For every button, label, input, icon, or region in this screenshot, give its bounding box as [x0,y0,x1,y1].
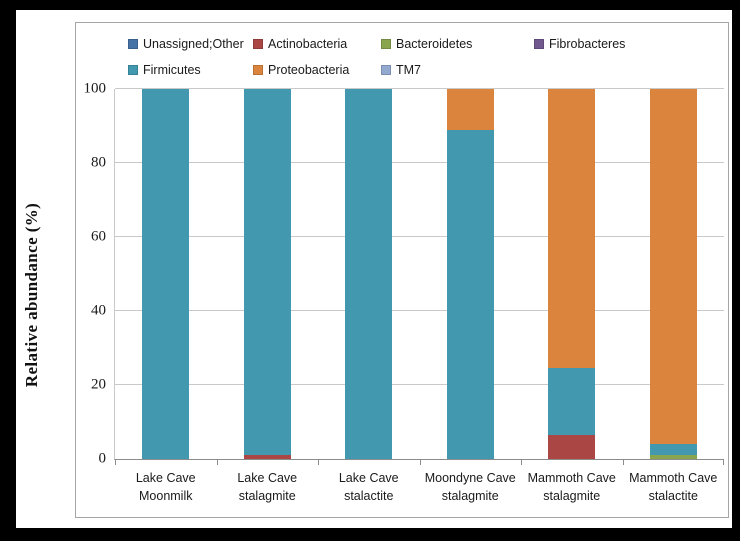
figure: Relative abundance (%) Unassigned;Other A… [16,10,732,528]
x-axis-tick [623,460,624,465]
gridline [115,310,724,311]
x-axis-tick [217,460,218,465]
bar-segment-firmicutes [446,129,494,459]
x-axis-tick [115,460,116,465]
legend-label: Bacteroidetes [396,37,473,51]
plot-area: 0 20 40 60 80 100 Lake Cave Moonmilk Lake Cave … [84,81,724,503]
legend-item: Unassigned;Other [128,37,244,51]
gridline [115,236,724,237]
x-axis-tick [318,460,319,465]
y-axis-tick-label: 60 [91,228,106,245]
bar-segment-firmicutes [649,444,697,456]
legend-item: Actinobacteria [253,37,347,51]
legend-label: Unassigned;Other [143,37,244,51]
gridline [115,384,724,385]
category-label: Mammoth Cave stalactite [629,471,718,504]
category-label: Moondyne Cave stalagmite [424,471,516,504]
bar-segment-actinobacteria [548,434,596,459]
legend-swatch-icon [128,65,138,75]
bar-segment-bacteroidetes [649,455,697,459]
legend-item: Fibrobacteres [534,37,625,51]
y-axis-tick-label: 40 [91,302,106,319]
category-label: Mammoth Cave stalagmite [527,471,616,504]
legend-swatch-icon [253,39,263,49]
bar-segment-actinobacteria [243,455,291,459]
bar-segment-firmicutes [548,368,596,435]
y-axis-tick-label: 0 [98,450,107,467]
legend-swatch-icon [253,65,263,75]
y-axis-tick-label: 20 [91,376,106,393]
y-axis-title-wrap: Relative abundance (%) [16,105,48,485]
legend-swatch-icon [534,39,544,49]
legend-label: Actinobacteria [268,37,348,51]
x-axis-tick [723,460,724,465]
bar-segment-proteobacteria [649,89,697,445]
legend-item: Proteobacteria [253,63,349,77]
bar-segment-firmicutes [345,89,393,459]
legend-swatch-icon [381,65,391,75]
chart-panel: Unassigned;Other Actinobacteria Bacteroide… [75,22,729,518]
x-axis-tick [420,460,421,465]
gridline [115,88,724,89]
bar-segment-firmicutes [142,89,190,459]
bar-segment-proteobacteria [548,89,596,369]
x-axis-tick [521,460,522,465]
legend-label: TM7 [396,63,421,77]
legend-item: Bacteroidetes [381,37,472,51]
y-axis-title: Relative abundance (%) [22,202,41,388]
y-axis-tick-label: 100 [83,80,107,97]
bar-segment-firmicutes [243,89,291,456]
category-label: Lake Cave stalactite [338,471,399,504]
legend-label: Proteobacteria [268,63,350,77]
legend-label: Fibrobacteres [549,37,626,51]
legend-item: TM7 [381,63,421,77]
legend: Unassigned;Other Actinobacteria Bacteroide… [76,23,728,83]
gridline [115,162,724,163]
category-label: Lake Cave Moonmilk [135,471,196,504]
legend-label: Firmicutes [143,63,201,77]
legend-item: Firmicutes [128,63,201,77]
legend-swatch-icon [128,39,138,49]
bar-segment-proteobacteria [446,89,494,130]
legend-swatch-icon [381,39,391,49]
y-axis-tick-label: 80 [91,154,106,171]
category-label: Lake Cave stalagmite [237,471,298,504]
